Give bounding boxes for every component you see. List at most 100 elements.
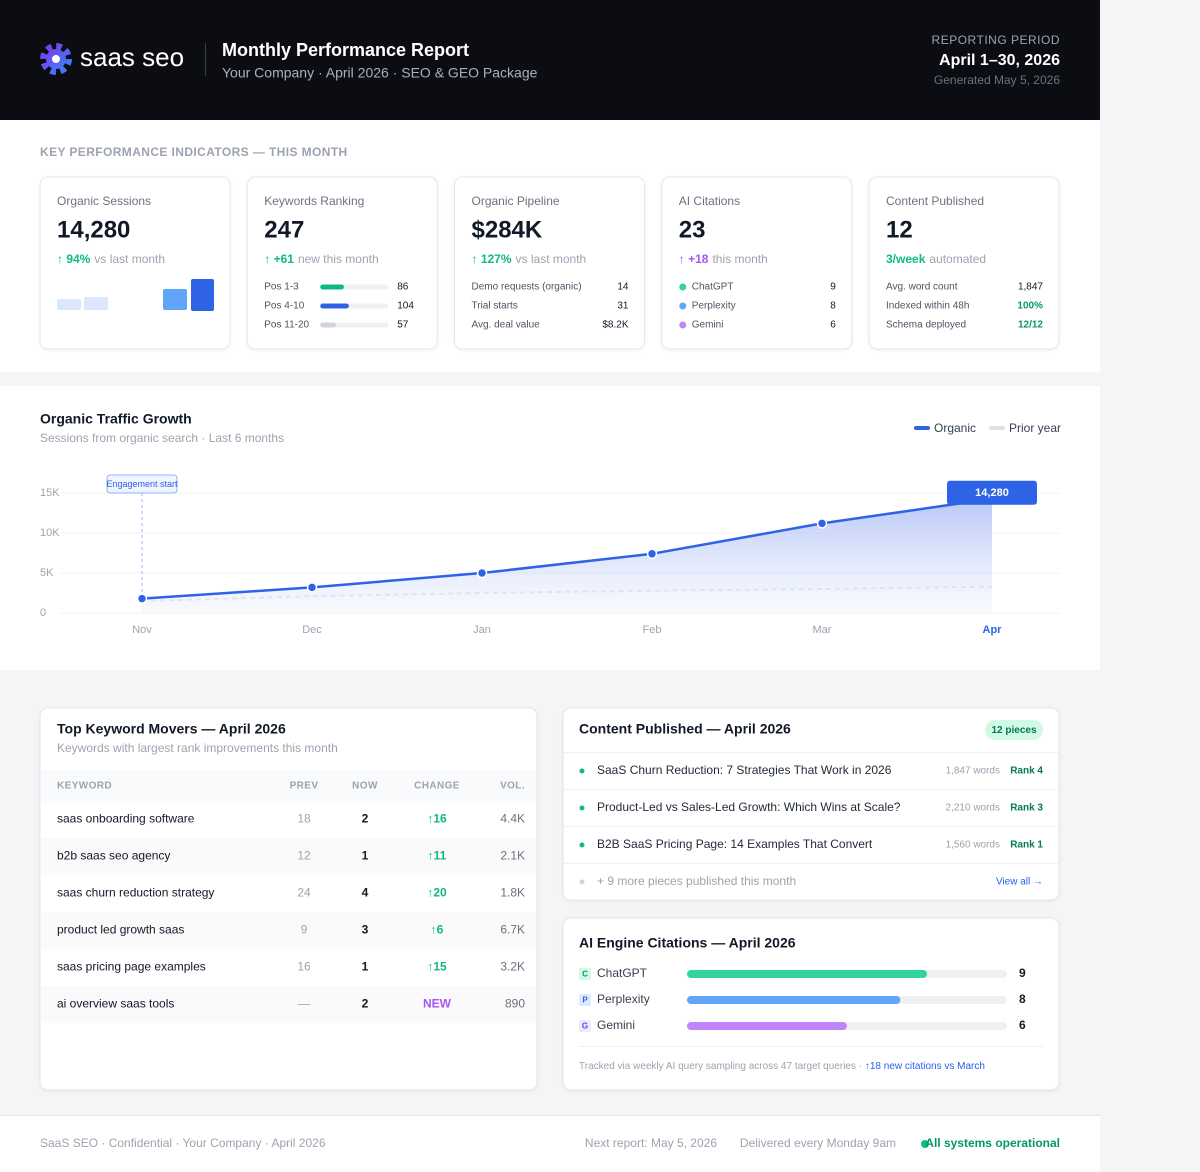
cell-now: 4 (362, 886, 369, 900)
cell-vol: 2.1K (500, 849, 525, 863)
row-label: Avg. deal value (472, 320, 541, 331)
status-dot (921, 1140, 929, 1148)
cell-now: 1 (362, 960, 369, 974)
brand: saas seo (80, 42, 184, 72)
bar (687, 1022, 847, 1030)
engine-value: 8 (1019, 992, 1026, 1006)
kpi-change: ↑ 127% vs last month (472, 252, 587, 266)
cell-keyword: ai overview saas tools (57, 997, 174, 1011)
row-label: Gemini (692, 320, 724, 331)
kpi-change-note: this month (712, 252, 767, 266)
item-title: Product-Led vs Sales-Led Growth: Which W… (597, 800, 901, 814)
kpi-label: Organic Pipeline (472, 194, 560, 208)
cell-change: ↑6 (431, 923, 444, 937)
engine-icon-bg (579, 1020, 591, 1032)
row-bg (41, 912, 536, 949)
card-subtitle: Keywords with largest rank improvements … (57, 741, 338, 755)
kpi-value: 12 (886, 216, 913, 243)
point (476, 567, 488, 579)
report-title: Monthly Performance Report (222, 40, 469, 60)
footer-status: All systems operational (925, 1136, 1060, 1150)
row-value: 8 (830, 301, 836, 312)
y-tick-label: 0 (40, 607, 46, 619)
bar (320, 322, 336, 328)
kpi-label: AI Citations (679, 194, 740, 208)
engine-icon-bg (579, 994, 591, 1006)
item-title: B2B SaaS Pricing Page: 14 Examples That … (597, 837, 873, 851)
cell-keyword: saas churn reduction strategy (57, 886, 214, 900)
period-label: REPORTING PERIOD (932, 33, 1060, 47)
cell-change: ↑20 (427, 886, 447, 900)
kpi-change: 3/week automated (886, 252, 986, 266)
column-header: CHANGE (414, 781, 460, 792)
engine-icon: C (582, 970, 588, 979)
kpi-change-value: ↑ 127% (472, 252, 512, 266)
kpi-change-value: ↑ +61 (264, 252, 294, 266)
kpi-change-note: new this month (298, 252, 379, 266)
y-tick-label: 5K (40, 567, 54, 579)
line (141, 497, 993, 600)
engine-name: Perplexity (597, 992, 650, 1006)
x-tick-label: Mar (813, 624, 832, 636)
row-label: Schema deployed (886, 320, 966, 331)
kpi-card (246, 176, 438, 350)
kpi-change: ↑ +61 new this month (264, 252, 378, 266)
cell-keyword: saas onboarding software (57, 812, 195, 826)
legend-label: Organic (934, 421, 976, 435)
bar-track (320, 322, 389, 328)
engine-icon-bg (579, 968, 591, 980)
point (816, 518, 828, 529)
footnote-link[interactable]: ↑18 new citations vs March (865, 1061, 985, 1072)
cell-keyword: product led growth saas (57, 923, 184, 937)
cell-prev: 12 (297, 849, 311, 863)
row-value: 6 (830, 320, 836, 331)
kpi-change-value: ↑ 94% (57, 252, 91, 266)
view-all-link[interactable]: View all → (996, 877, 1043, 888)
row-label: ChatGPT (692, 282, 734, 293)
point (136, 593, 148, 604)
engine-value: 9 (1019, 966, 1026, 980)
row-label: Avg. word count (886, 282, 958, 293)
point (306, 582, 318, 593)
row-label: Trial starts (472, 301, 518, 312)
cell-vol: 3.2K (500, 960, 525, 974)
header-bar (0, 0, 1100, 120)
bar (320, 303, 349, 309)
row-value: 57 (397, 320, 409, 331)
chart-title: Organic Traffic Growth (40, 411, 192, 427)
item-title: SaaS Churn Reduction: 7 Strategies That … (597, 763, 892, 777)
cell-now: 2 (362, 812, 369, 826)
kpi-change-note: vs last month (516, 252, 587, 266)
kpi-card (454, 176, 645, 350)
row-value: 14 (617, 282, 629, 293)
cell-change: NEW (423, 997, 452, 1011)
period: April 1–30, 2026 (939, 52, 1060, 69)
kpi-change-note: vs last month (94, 252, 165, 266)
engine-name: ChatGPT (597, 966, 648, 980)
card-title: AI Engine Citations — April 2026 (579, 935, 796, 951)
column-header: KEYWORD (57, 781, 112, 792)
value-label-bg (947, 480, 1037, 505)
cell-prev: 16 (297, 960, 311, 974)
logo-hole (52, 55, 60, 63)
row-label: Pos 11-20 (264, 320, 309, 331)
engine-icon: P (582, 996, 588, 1005)
cell-keyword: saas pricing page examples (57, 960, 206, 974)
y-tick-label: 15K (40, 487, 60, 499)
kpi-value: $284K (472, 216, 543, 243)
item-dot (579, 768, 585, 774)
item-dot (579, 842, 585, 848)
row-value: 12/12 (1018, 320, 1043, 331)
bar (320, 284, 344, 290)
card-title: Top Keyword Movers — April 2026 (57, 721, 286, 737)
sparkline-decor (57, 299, 81, 310)
x-tick-label: Feb (643, 624, 662, 636)
card-title: Content Published — April 2026 (579, 721, 791, 737)
item-words: 1,847 words (946, 766, 1000, 777)
kpi-value: 14,280 (57, 216, 130, 243)
kpi-change: ↑ +18 this month (679, 252, 768, 266)
row-value: 9 (830, 282, 836, 293)
column-header: VOL. (500, 781, 525, 792)
item-rank: Rank 1 (1010, 840, 1043, 851)
